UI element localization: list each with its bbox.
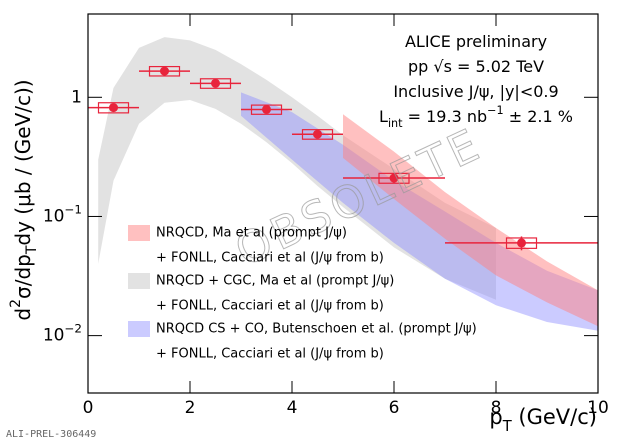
legend-label-line2: + FONLL, Cacciari et al (J/ψ from b) [156, 347, 384, 362]
legend-label-line2: + FONLL, Cacciari et al (J/ψ from b) [156, 251, 384, 266]
y-axis-title-part: d [11, 308, 35, 321]
annotation-part: = 19.3 nb [403, 107, 488, 126]
x-tick-label: 0 [83, 398, 94, 418]
annotation: pp √s = 5.02 TeV [408, 57, 544, 76]
x-axis-title-part: p [489, 405, 502, 429]
y-tick-label: 10−2 [43, 321, 82, 346]
data-point [517, 238, 526, 248]
plot-area [88, 37, 598, 331]
annotation-part: pp √s = 5.02 TeV [408, 57, 544, 76]
y-axis-title: d2σ/dpTdy (μb / (GeV/c)) [8, 79, 40, 320]
data-point [313, 129, 322, 139]
x-axis-title-part: T [502, 418, 513, 435]
data-point [160, 66, 169, 76]
legend-swatch [128, 321, 150, 337]
legend-swatch [128, 273, 150, 289]
x-axis-title-part: (GeV/c) [512, 405, 597, 429]
annotation-part: −1 [487, 104, 504, 117]
legend-label-line2: + FONLL, Cacciari et al (J/ψ from b) [156, 299, 384, 314]
legend-label: NRQCD CS + CO, Butenschoen et al. (promp… [156, 322, 477, 337]
annotation-part: L [379, 107, 388, 126]
y-axis-title-part: T [24, 245, 40, 255]
annotation-part: ALICE preliminary [405, 32, 547, 51]
annotation: ALICE preliminary [405, 32, 547, 51]
x-tick-label: 4 [287, 398, 298, 418]
annotation-part: ± 2.1 % [504, 107, 573, 126]
x-tick-label: 8 [491, 398, 502, 418]
annotation: Inclusive J/ψ, |y|<0.9 [393, 82, 558, 101]
y-tick-base: 10 [43, 206, 65, 226]
syst-box [378, 172, 410, 184]
data-point [389, 173, 399, 183]
annotation: Lint = 19.3 nb−1 ± 2.1 % [379, 104, 573, 130]
annotation-part: int [388, 117, 403, 130]
data-point [109, 103, 118, 113]
theory-band [98, 37, 496, 300]
x-tick-label: 6 [389, 398, 400, 418]
y-tick-base: 10 [43, 326, 65, 346]
data-point [211, 78, 220, 88]
data-point [262, 104, 271, 114]
y-tick-exponent: −1 [64, 202, 82, 216]
theory-band [343, 114, 598, 327]
y-axis-title-part: dy (μb / (GeV/c)) [11, 79, 35, 245]
syst-box [97, 102, 130, 114]
x-axis-title: pT (GeV/c) [489, 405, 597, 435]
legend-label: NRQCD + CGC, Ma et al (prompt J/ψ) [156, 274, 394, 289]
y-axis-title-part: 2 [8, 299, 24, 308]
legend-swatch [128, 225, 150, 241]
y-tick-exponent: −2 [64, 321, 82, 335]
y-axis-title-part: σ/dp [11, 254, 35, 299]
y-tick-label: 10−1 [43, 202, 82, 227]
legend-label: NRQCD, Ma et al (prompt J/ψ) [156, 226, 347, 241]
x-tick-label: 2 [185, 398, 196, 418]
figure-id: ALI-PREL-306449 [6, 429, 96, 440]
syst-box [301, 129, 334, 140]
y-tick-label: 1 [71, 87, 82, 107]
annotation-part: Inclusive J/ψ, |y|<0.9 [393, 82, 558, 101]
syst-box [505, 237, 538, 249]
syst-box [199, 78, 232, 89]
x-tick-label: 10 [587, 398, 609, 418]
plot-frame [87, 13, 599, 394]
